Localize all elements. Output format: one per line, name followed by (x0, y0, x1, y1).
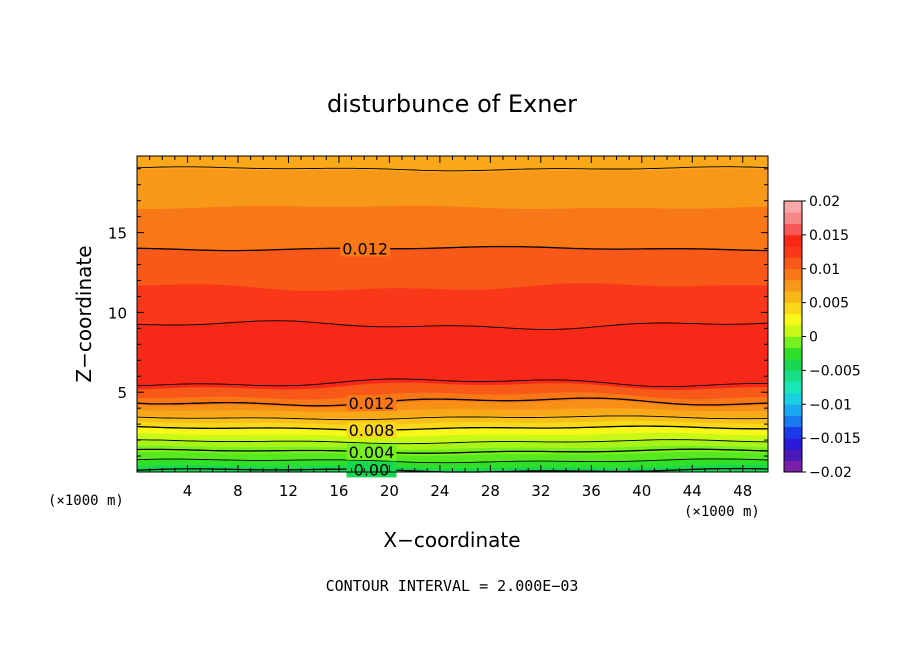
chart-title: disturbunce of Exner (327, 90, 577, 118)
contour-labels: 0.000.004 0.008 0.012 0.012 (340, 239, 397, 479)
x-unit-left: (×1000 m) (48, 493, 124, 509)
colorbar-swatch (784, 347, 802, 360)
y-tick-label: 15 (108, 225, 127, 243)
colorbar-swatch (784, 212, 802, 224)
contour-line-minor-2 (136, 415, 769, 421)
colorbar-label: 0.005 (809, 296, 849, 312)
y-axis-label: Z−coordinate (72, 245, 96, 382)
colorbar-label: 0.01 (809, 262, 840, 278)
colorbar-label: 0.015 (809, 228, 849, 244)
x-tick-label: 36 (582, 482, 601, 500)
x-axis-ticks: 4 8 12 16 20 24 28 32 36 40 44 48 (149, 156, 756, 500)
colorbar-labels: 0.02 0.015 0.01 0.005 0 −0.005 −0.01 −0.015 −0.0… (802, 194, 861, 481)
contour-label-3: 0.012 (349, 394, 395, 413)
colorbar (784, 201, 802, 473)
x-tick-label: 20 (380, 482, 399, 500)
x-tick-label: 44 (683, 482, 702, 500)
colorbar-swatch (784, 381, 802, 394)
colorbar-swatch (784, 223, 802, 236)
colorbar-swatch (784, 325, 802, 337)
x-tick-label: 8 (233, 482, 243, 500)
contour-line-minor-0 (136, 458, 769, 464)
colorbar-swatch (784, 449, 802, 462)
band-15 (136, 246, 769, 291)
x-axis-label: X−coordinate (383, 528, 520, 552)
contour-line-minor-4 (136, 320, 769, 330)
band-16 (136, 205, 769, 251)
x-tick-label: 28 (481, 482, 500, 500)
contour-lines (136, 166, 769, 473)
colorbar-swatch (784, 257, 802, 270)
x-tick-label: 40 (632, 482, 651, 500)
colorbar-swatch (784, 280, 802, 292)
x-tick-label: 12 (279, 482, 298, 500)
colorbar-swatch (784, 201, 802, 213)
colorbar-swatch (784, 438, 802, 450)
contour-label-0: 0.00 (354, 460, 390, 479)
contour-label-bg-0 (346, 461, 397, 478)
plot-bands (136, 155, 769, 473)
y-tick-label: 10 (108, 304, 127, 322)
colorbar-swatch (784, 426, 802, 439)
contour-label-1: 0.004 (349, 443, 395, 462)
contour-label-bg-3 (346, 394, 397, 411)
colorbar-swatch (784, 268, 802, 281)
contour-line-2 (136, 425, 768, 431)
x-tick-label: 48 (733, 482, 752, 500)
colorbar-swatch (784, 404, 802, 416)
band-13 (136, 320, 769, 390)
colorbar-swatch (784, 370, 802, 382)
contour-label-2: 0.008 (349, 421, 395, 440)
contour-label-bg-4 (340, 240, 391, 257)
colorbar-label: −0.015 (809, 431, 861, 447)
x-tick-label: 24 (430, 482, 449, 500)
contour-line-minor-3 (136, 378, 769, 388)
colorbar-label: −0.02 (809, 465, 852, 481)
colorbar-swatch (784, 313, 802, 326)
colorbar-swatch (784, 302, 802, 315)
contour-line-minor-5 (136, 166, 769, 172)
y-axis-ticks: 5 10 15 (108, 168, 768, 457)
colorbar-swatch (784, 336, 802, 349)
y-tick-label: 5 (117, 384, 127, 402)
colorbar-label: −0.01 (809, 397, 852, 413)
contour-label-bg-1 (346, 443, 397, 460)
contour-line-1 (136, 448, 769, 454)
colorbar-swatch (784, 415, 802, 428)
contour-label-4: 0.012 (342, 239, 388, 258)
contour-line-4 (136, 245, 768, 252)
contour-line-3 (136, 397, 769, 407)
colorbar-swatch (784, 460, 802, 473)
contour-line-minor-1 (136, 439, 769, 445)
x-unit-right: (×1000 m) (684, 504, 760, 520)
x-tick-label: 32 (531, 482, 550, 500)
colorbar-label: 0 (809, 330, 818, 346)
colorbar-swatch (784, 359, 802, 371)
contour-interval-footer: CONTOUR INTERVAL = 2.000E−03 (326, 577, 579, 595)
colorbar-label: −0.005 (809, 363, 861, 379)
contour-label-bg-2 (346, 422, 397, 439)
colorbar-swatch (784, 234, 802, 247)
colorbar-swatch (784, 392, 802, 405)
colorbar-label: 0.02 (809, 194, 840, 210)
x-tick-label: 16 (329, 482, 348, 500)
x-tick-label: 4 (183, 482, 193, 500)
colorbar-swatch (784, 291, 802, 303)
band-17 (136, 168, 769, 209)
colorbar-swatch (784, 246, 802, 258)
